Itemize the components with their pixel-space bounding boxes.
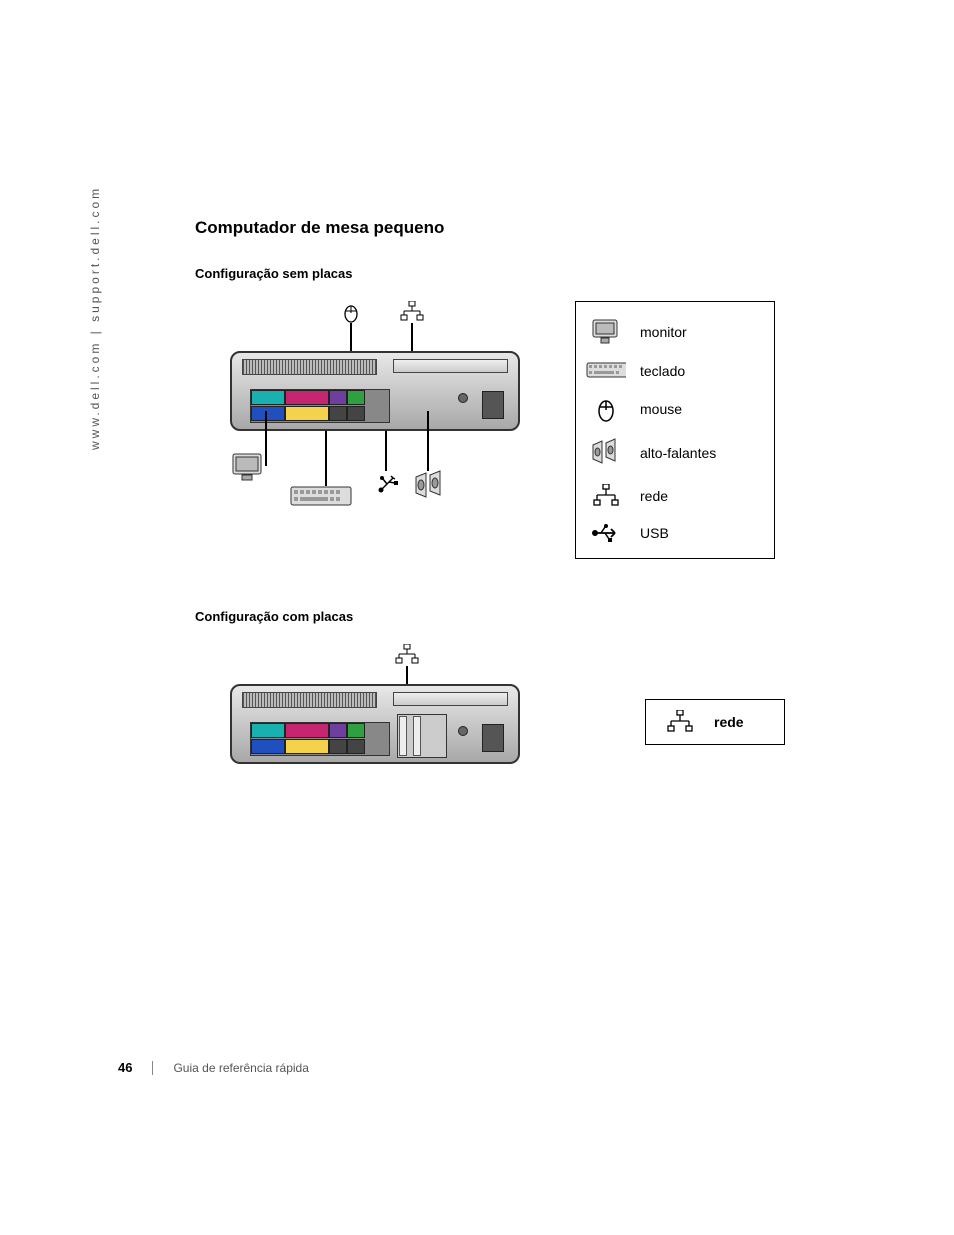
io-plate [250,722,390,756]
speaker-icon [586,438,626,468]
usb-icon [377,473,399,495]
speaker-icon [412,469,446,503]
callout-line [325,431,327,486]
monitor-icon [230,451,266,483]
computer-chassis [230,351,520,431]
mouse-icon [586,396,626,422]
small-legend-label: rede [714,714,744,730]
page-footer: 46 Guia de referência rápida [118,1060,309,1075]
section-title: Computador de mesa pequeno [195,218,875,238]
power-socket [482,724,504,752]
optical-drive [393,359,508,373]
network-port [347,406,365,421]
footer-doc-title: Guia de referência rápida [173,1061,308,1075]
figure-row-2: rede [195,644,875,804]
audio-port [285,406,329,421]
parallel-port [285,390,329,405]
legend-label-speakers: alto-falantes [640,445,716,461]
computer-diagram-1 [195,301,555,531]
expansion-slot [397,714,447,758]
usb-port [329,739,347,754]
usb-icon [586,524,626,542]
keyboard-icon [290,486,352,508]
small-legend-box: rede [645,699,785,745]
legend-row-keyboard: teclado [586,354,760,388]
network-port [347,739,365,754]
sidebar-url: www.dell.com | support.dell.com [88,186,102,450]
io-plate [250,389,390,423]
callout-line [427,411,429,471]
legend-row-speakers: alto-falantes [586,430,760,476]
vga-port [251,406,285,421]
parallel-port [285,723,329,738]
legend-label-mouse: mouse [640,401,682,417]
page-content: Computador de mesa pequeno Configuração … [195,218,875,854]
audio-port [285,739,329,754]
subsection-title-2: Configuração com placas [195,609,875,624]
network-icon [660,710,700,734]
vga-port [251,739,285,754]
chassis-vent [242,359,377,375]
keyboard-icon [586,362,626,380]
usb-port [329,406,347,421]
footer-separator [152,1061,153,1075]
legend-row-usb: USB [586,516,760,550]
chassis-button [458,393,468,403]
computer-chassis [230,684,520,764]
figure-row-1: monitor teclado mouse alto-falantes [195,301,875,559]
ps2-port-green [347,723,365,738]
legend-label-network: rede [640,488,668,504]
computer-diagram-2 [195,644,555,804]
monitor-icon [586,318,626,346]
subsection-title-1: Configuração sem placas [195,266,875,281]
ps2-port-purple [329,390,347,405]
power-socket [482,391,504,419]
serial-port [251,390,285,405]
callout-line [385,431,387,471]
chassis-button [458,726,468,736]
network-icon [586,484,626,508]
ps2-port-purple [329,723,347,738]
legend-label-keyboard: teclado [640,363,685,379]
page-number: 46 [118,1060,132,1075]
legend-row-network: rede [586,476,760,516]
chassis-vent [242,692,377,708]
legend-row-monitor: monitor [586,310,760,354]
serial-port [251,723,285,738]
legend-label-monitor: monitor [640,324,687,340]
legend-label-usb: USB [640,525,669,541]
optical-drive [393,692,508,706]
legend-row-mouse: mouse [586,388,760,430]
ps2-port-green [347,390,365,405]
legend-box: monitor teclado mouse alto-falantes [575,301,775,559]
